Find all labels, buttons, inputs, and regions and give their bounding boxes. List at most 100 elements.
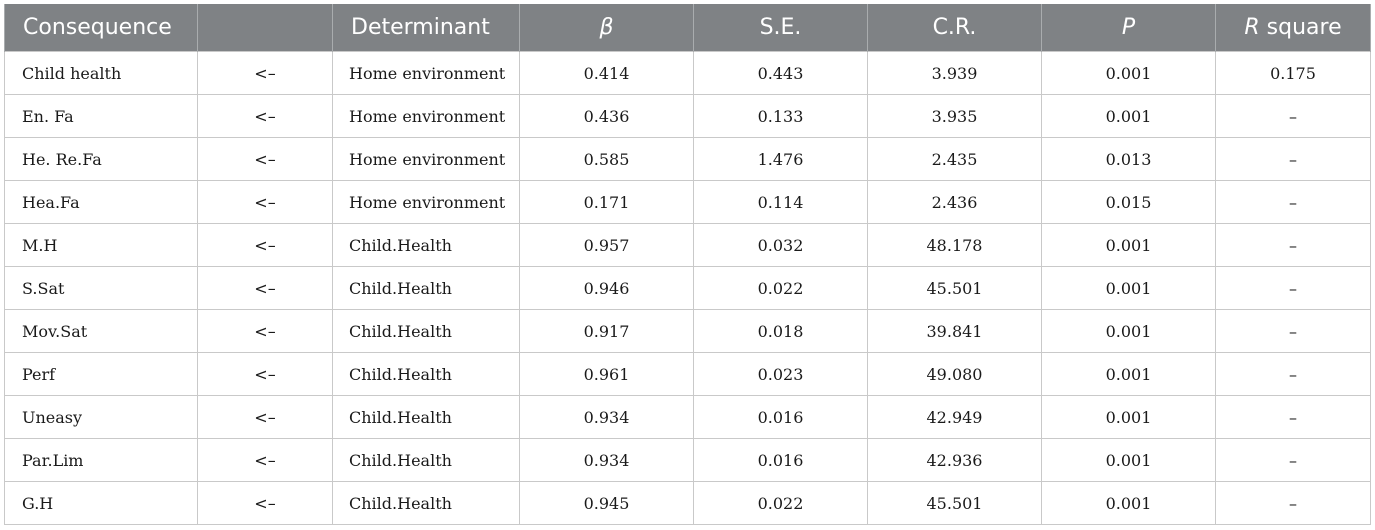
cell-consequence: Par.Lim: [4, 438, 198, 482]
table-row: G.H <– Child.Health 0.945 0.022 45.501 0.001–: [4, 481, 1371, 525]
cell-cr: 45.501: [867, 266, 1042, 310]
cell-determinant: Child.Health: [332, 266, 520, 310]
table-row: Hea.Fa <– Home environment 0.171 0.114 2.436 0…: [4, 180, 1371, 224]
cell-beta: 0.946: [519, 266, 694, 310]
header-p-symbol: P: [1121, 15, 1136, 40]
cell-arrow: <–: [197, 266, 333, 310]
header-consequence: Consequence: [4, 4, 198, 52]
cell-se: 0.023: [693, 352, 868, 396]
cell-se: 1.476: [693, 137, 868, 181]
table-row: S.Sat <– Child.Health 0.946 0.022 45.501 0.001…: [4, 266, 1371, 310]
cell-cr: 3.939: [867, 51, 1042, 95]
cell-consequence: S.Sat: [4, 266, 198, 310]
cell-consequence: He. Re.Fa: [4, 137, 198, 181]
cell-beta: 0.585: [519, 137, 694, 181]
cell-cr: 48.178: [867, 223, 1042, 267]
cell-determinant: Home environment: [332, 51, 520, 95]
cell-beta: 0.957: [519, 223, 694, 267]
cell-cr: 42.949: [867, 395, 1042, 439]
cell-beta: 0.171: [519, 180, 694, 224]
header-cr: C.R.: [867, 4, 1042, 52]
cell-r-square: –: [1215, 266, 1371, 310]
cell-p: 0.001: [1041, 352, 1216, 396]
cell-r-square: –: [1215, 352, 1371, 396]
cell-se: 0.133: [693, 94, 868, 138]
table-row: M.H <– Child.Health 0.957 0.032 48.178 0.001–: [4, 223, 1371, 267]
cell-consequence: Uneasy: [4, 395, 198, 439]
cell-cr: 39.841: [867, 309, 1042, 353]
table-row: Child health <– Home environment 0.414 0.443…: [4, 51, 1371, 95]
cell-r-square: –: [1215, 395, 1371, 439]
sem-results-table: Consequence Determinant β S.E. C.R. P R …: [4, 4, 1371, 525]
cell-determinant: Home environment: [332, 180, 520, 224]
cell-p: 0.001: [1041, 94, 1216, 138]
cell-cr: 49.080: [867, 352, 1042, 396]
cell-se: 0.114: [693, 180, 868, 224]
cell-arrow: <–: [197, 180, 333, 224]
cell-determinant: Child.Health: [332, 438, 520, 482]
cell-r-square: –: [1215, 223, 1371, 267]
header-row: Consequence Determinant β S.E. C.R. P R …: [4, 4, 1371, 52]
table-row: En. Fa <– Home environment 0.436 0.133 3.935 0…: [4, 94, 1371, 138]
cell-p: 0.001: [1041, 395, 1216, 439]
cell-determinant: Child.Health: [332, 309, 520, 353]
cell-consequence: G.H: [4, 481, 198, 525]
cell-r-square: –: [1215, 180, 1371, 224]
cell-arrow: <–: [197, 481, 333, 525]
cell-se: 0.022: [693, 266, 868, 310]
results-table-container: Consequence Determinant β S.E. C.R. P R …: [4, 4, 1371, 525]
cell-determinant: Child.Health: [332, 223, 520, 267]
table-row: Perf <– Child.Health 0.961 0.023 49.080 0.001–: [4, 352, 1371, 396]
cell-cr: 2.435: [867, 137, 1042, 181]
cell-se: 0.018: [693, 309, 868, 353]
cell-r-square: –: [1215, 309, 1371, 353]
cell-p: 0.001: [1041, 223, 1216, 267]
cell-consequence: Mov.Sat: [4, 309, 198, 353]
cell-cr: 45.501: [867, 481, 1042, 525]
header-se: S.E.: [693, 4, 868, 52]
cell-consequence: En. Fa: [4, 94, 198, 138]
header-p: P: [1041, 4, 1216, 52]
header-determinant: Determinant: [332, 4, 520, 52]
cell-beta: 0.961: [519, 352, 694, 396]
cell-p: 0.015: [1041, 180, 1216, 224]
table-row: Par.Lim <– Child.Health 0.934 0.016 42.936 0.0…: [4, 438, 1371, 482]
table-row: He. Re.Fa <– Home environment 0.585 1.476 2.4…: [4, 137, 1371, 181]
cell-arrow: <–: [197, 395, 333, 439]
cell-arrow: <–: [197, 438, 333, 482]
cell-r-square: 0.175: [1215, 51, 1371, 95]
cell-determinant: Child.Health: [332, 352, 520, 396]
table-header: Consequence Determinant β S.E. C.R. P R …: [4, 4, 1371, 52]
cell-arrow: <–: [197, 51, 333, 95]
header-r-square: R square: [1215, 4, 1371, 52]
cell-r-square: –: [1215, 438, 1371, 482]
header-arrow: [197, 4, 333, 52]
cell-determinant: Child.Health: [332, 395, 520, 439]
cell-determinant: Home environment: [332, 94, 520, 138]
cell-p: 0.001: [1041, 438, 1216, 482]
cell-p: 0.001: [1041, 481, 1216, 525]
header-r-symbol: R: [1244, 15, 1260, 40]
cell-consequence: M.H: [4, 223, 198, 267]
cell-beta: 0.414: [519, 51, 694, 95]
cell-arrow: <–: [197, 352, 333, 396]
cell-se: 0.022: [693, 481, 868, 525]
table-row: Uneasy <– Child.Health 0.934 0.016 42.949 0.00…: [4, 395, 1371, 439]
cell-p: 0.013: [1041, 137, 1216, 181]
cell-r-square: –: [1215, 481, 1371, 525]
cell-se: 0.443: [693, 51, 868, 95]
cell-determinant: Home environment: [332, 137, 520, 181]
cell-arrow: <–: [197, 223, 333, 267]
cell-beta: 0.934: [519, 438, 694, 482]
header-beta-symbol: β: [599, 15, 614, 40]
header-r-square-suffix: square: [1259, 15, 1342, 40]
cell-p: 0.001: [1041, 309, 1216, 353]
cell-cr: 3.935: [867, 94, 1042, 138]
table-row: Mov.Sat <– Child.Health 0.917 0.018 39.841 0.0…: [4, 309, 1371, 353]
cell-arrow: <–: [197, 94, 333, 138]
header-beta: β: [519, 4, 694, 52]
cell-arrow: <–: [197, 137, 333, 181]
cell-beta: 0.436: [519, 94, 694, 138]
table-body: Child health <– Home environment 0.414 0.443…: [4, 51, 1371, 525]
cell-determinant: Child.Health: [332, 481, 520, 525]
